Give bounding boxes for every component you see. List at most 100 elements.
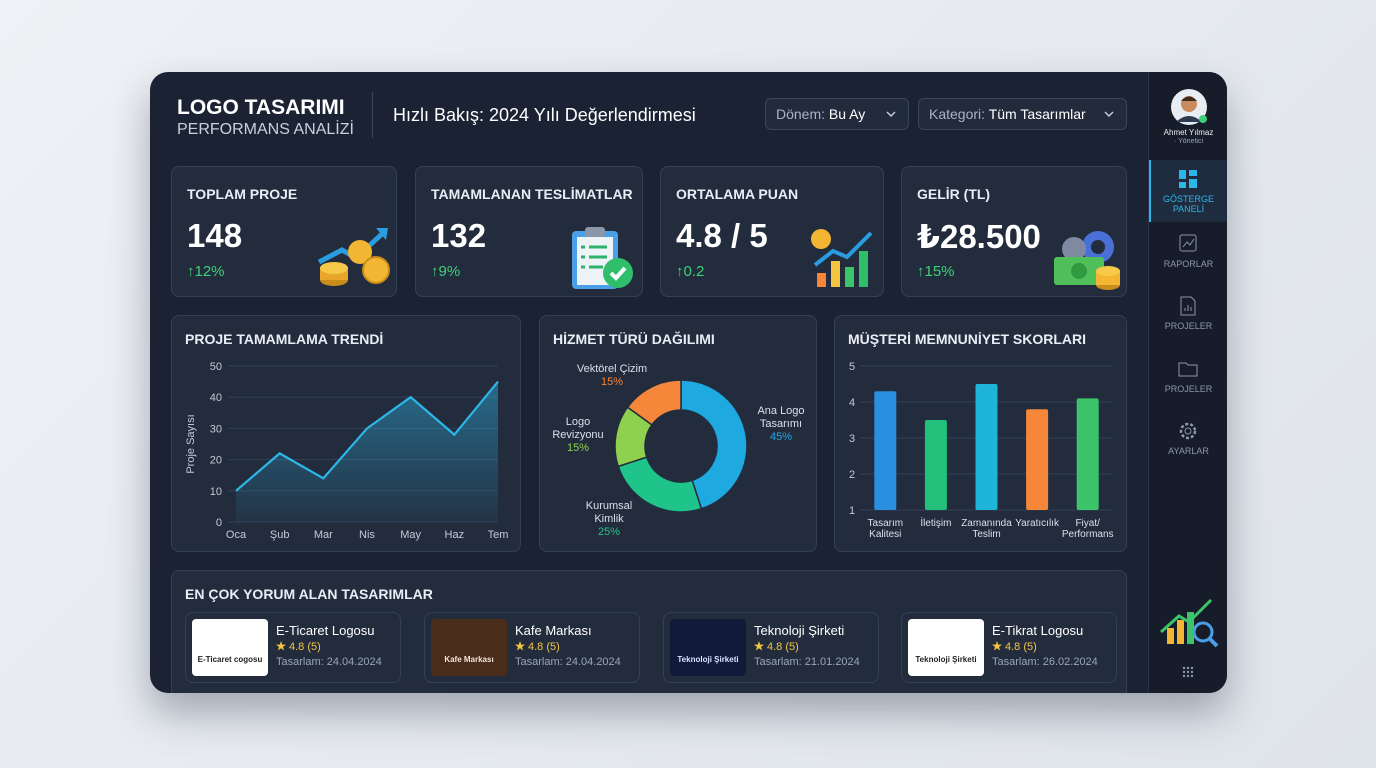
nav-item[interactable]: AYARLAR <box>1168 446 1209 456</box>
avatar[interactable] <box>1170 88 1208 126</box>
slice-label: Logo Revizyonu 15% <box>548 416 608 455</box>
nav-icon <box>1179 234 1197 252</box>
review-rating: 4.8 (5) <box>1005 641 1037 653</box>
brand-title: LOGO TASARIMI <box>177 96 345 119</box>
line-area <box>236 381 498 522</box>
line-chart-panel: PROJE TAMAMLAMA TRENDİ Proje Sayısı 0 10 2… <box>171 315 521 552</box>
slice-value: 15% <box>566 442 590 454</box>
x-tick-label: Şub <box>270 529 290 541</box>
nav-item[interactable]: RAPORLAR <box>1163 259 1214 269</box>
chevron <box>886 111 896 117</box>
y-tick-label: 50 <box>210 361 222 373</box>
y-tick-label: 2 <box>849 469 855 481</box>
clipboard-icon <box>572 227 633 289</box>
star-icon <box>276 641 286 651</box>
kpi-card: TAMAMLANAN TESLİMATLAR 132 ↑9% <box>415 166 643 297</box>
review-rating: 4.8 (5) <box>767 641 799 653</box>
y-tick-label: 3 <box>849 433 855 445</box>
star <box>754 641 764 651</box>
donut-slice <box>680 379 748 510</box>
kpi-value: ₺28.500 <box>917 218 1041 255</box>
bar <box>975 384 998 510</box>
apps-icon[interactable] <box>1182 666 1194 678</box>
review-rating: 4.8 (5) <box>289 641 321 653</box>
review-card[interactable]: Kafe Markası Kafe Markası 4.8 (5) Tasarlam:… <box>424 612 640 683</box>
thumbnail: Kafe Markası <box>431 619 507 676</box>
review-rating-row: 4.8 (5) <box>754 641 799 653</box>
slice-label: Vektörel Çizim 15% <box>567 363 657 389</box>
review-date: Tasarlam: 24.04.2024 <box>276 656 382 668</box>
x-tick-label: Yaratıcılık <box>1015 518 1059 529</box>
chart-title: HİZMET TÜRÜ DAĞILIMI <box>553 331 715 347</box>
nav-active <box>1149 160 1227 222</box>
user-role: · Yönetici <box>1173 138 1204 145</box>
review-date: Tasarlam: 24.04.2024 <box>515 656 621 668</box>
slice-value: 25% <box>597 526 621 538</box>
nav-item[interactable]: PROJELER <box>1164 384 1213 394</box>
chart-title: PROJE TAMAMLAMA TRENDİ <box>185 331 384 347</box>
bar-chart-panel: MÜŞTERİ MEMNUNİYET SKORLARI 1 2 3 4 5 Tasarı… <box>834 315 1127 552</box>
review-card[interactable]: Teknoloji Şirketi E-Tikrat Logosu 4.8 (5) T… <box>901 612 1117 683</box>
nav-icon <box>1178 362 1198 377</box>
nav-icon <box>1179 422 1197 440</box>
thumbnail: Teknoloji Şirketi <box>670 619 746 676</box>
kpi-label: GELİR (TL) <box>917 186 991 202</box>
review-card[interactable]: Teknoloji Şirketi Teknoloji Şirketi 4.8 (5… <box>663 612 879 683</box>
period-filter[interactable]: Dönem: Bu Ay <box>765 98 909 130</box>
slice-value: 15% <box>600 376 624 388</box>
slice-label: Kurumsal Kimlik 25% <box>579 500 639 539</box>
review-rating-row: 4.8 (5) <box>515 641 560 653</box>
star-icon <box>754 641 764 651</box>
star-icon <box>515 641 525 651</box>
y-tick-label: 40 <box>210 392 222 404</box>
x-tick-label: Tem <box>488 529 509 541</box>
x-tick-label: Tasarım Kalitesi <box>867 518 904 540</box>
sidebar: Ahmet Yılmaz · Yönetici GÖSTERGE PANELİ … <box>1148 72 1227 693</box>
slice-name: Logo Revizyonu <box>552 416 604 441</box>
y-axis-label: Proje Sayısı <box>185 414 197 473</box>
kpi-value: 4.8 / 5 <box>676 217 768 254</box>
section-title: EN ÇOK YORUM ALAN TASARIMLAR <box>185 586 433 602</box>
y-tick-label: 30 <box>210 423 222 435</box>
review-rating-row: 4.8 (5) <box>276 641 321 653</box>
user-name: Ahmet Yılmaz <box>1163 128 1214 137</box>
kpi-label: TAMAMLANAN TESLİMATLAR <box>431 186 633 202</box>
kpi-change: ↑12% <box>187 263 225 280</box>
reviews-panel: EN ÇOK YORUM ALAN TASARIMLAR E-Ticaret c… <box>171 570 1127 693</box>
filter-value: Tüm Tasarımlar <box>988 106 1086 122</box>
review-date: Tasarlam: 26.02.2024 <box>992 656 1098 668</box>
y-tick-label: 10 <box>210 486 222 498</box>
bar <box>874 391 897 510</box>
y-tick-label: 5 <box>849 361 855 373</box>
dashboard: LOGO TASARIMI PERFORMANS ANALİZİ Hızlı B… <box>150 72 1227 693</box>
filter-label: Kategori: <box>929 106 986 122</box>
x-tick-label: Fiyat/ Performans <box>1061 518 1114 540</box>
review-name: Teknoloji Şirketi <box>754 623 845 638</box>
kpi-label: ORTALAMA PUAN <box>676 186 799 202</box>
filter-label: Dönem: <box>776 106 826 122</box>
slice-value: 45% <box>769 431 793 443</box>
slice-name: Kurumsal Kimlik <box>585 500 633 525</box>
coins-icon <box>317 228 390 286</box>
review-card[interactable]: E-Ticaret cogosu E-Ticaret Logosu 4.8 (5) T… <box>185 612 401 683</box>
x-tick-label: Oca <box>226 529 247 541</box>
growth-icon <box>811 229 873 287</box>
filter-value: Bu Ay <box>828 106 866 122</box>
category-filter[interactable]: Kategori: Tüm Tasarımlar <box>918 98 1127 130</box>
nav-icon <box>1180 296 1196 316</box>
bar <box>1076 398 1099 510</box>
kpi-card: ORTALAMA PUAN 4.8 / 5 ↑0.2 <box>660 166 884 297</box>
nav-item[interactable]: PROJELER <box>1164 321 1213 331</box>
nav-item[interactable]: GÖSTERGE PANELİ <box>1162 194 1214 214</box>
y-tick-label: 0 <box>216 517 222 529</box>
review-date: Tasarlam: 21.01.2024 <box>754 656 860 668</box>
kpi-value: 132 <box>431 217 487 254</box>
star <box>276 641 286 651</box>
star <box>992 641 1002 651</box>
star <box>515 641 525 651</box>
kpi-label: TOPLAM PROJE <box>187 186 298 202</box>
kpi-change: ↑9% <box>431 263 461 280</box>
review-name: E-Tikrat Logosu <box>992 623 1084 638</box>
chart-title: MÜŞTERİ MEMNUNİYET SKORLARI <box>848 331 1086 347</box>
